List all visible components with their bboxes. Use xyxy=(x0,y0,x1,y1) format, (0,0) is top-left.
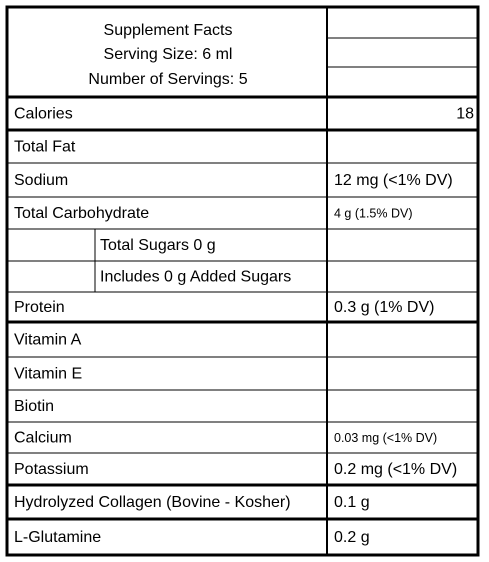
header-title: Supplement Facts xyxy=(104,22,233,39)
row-value: 0.2 mg (<1% DV) xyxy=(334,461,457,478)
row-label: Protein xyxy=(14,299,65,316)
row-value: 0.03 mg (<1% DV) xyxy=(334,431,437,445)
row-value: 0.2 g xyxy=(334,529,370,546)
serving-size: Serving Size: 6 ml xyxy=(104,46,233,63)
row-label: Total Fat xyxy=(14,139,76,156)
row-label: Calcium xyxy=(14,430,72,447)
row-label: Total Sugars 0 g xyxy=(100,237,216,254)
row-label: Potassium xyxy=(14,461,89,478)
row-value: 18 xyxy=(456,106,474,123)
row-label: Total Carbohydrate xyxy=(14,205,149,222)
row-value: 12 mg (<1% DV) xyxy=(334,172,453,189)
row-label: Hydrolyzed Collagen (Bovine - Kosher) xyxy=(14,494,291,511)
row-value: 0.3 g (1% DV) xyxy=(334,299,434,316)
row-value: 4 g (1.5% DV) xyxy=(334,206,413,220)
row-label: Includes 0 g Added Sugars xyxy=(100,269,291,286)
row-label: Sodium xyxy=(14,172,68,189)
row-label: Calories xyxy=(14,106,73,123)
row-label: Biotin xyxy=(14,398,54,415)
row-label: L-Glutamine xyxy=(14,529,101,546)
servings: Number of Servings: 5 xyxy=(88,71,247,88)
row-label: Vitamin E xyxy=(14,366,82,383)
row-label: Vitamin A xyxy=(14,332,82,349)
row-value: 0.1 g xyxy=(334,494,370,511)
outer-border xyxy=(5,5,480,557)
